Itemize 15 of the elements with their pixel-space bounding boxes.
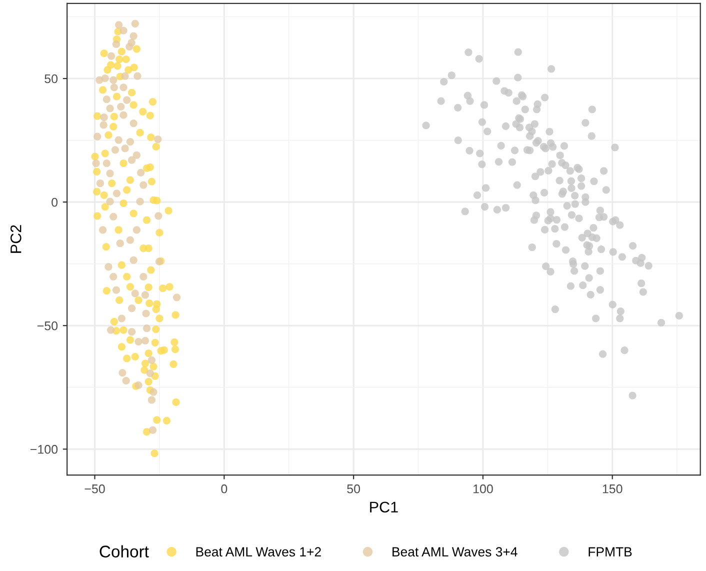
legend-label: FPMTB: [588, 547, 632, 556]
legend-label: Beat AML Waves 3+4: [392, 547, 518, 557]
x-axis-title: PC1: [370, 502, 398, 513]
legend-label: Beat AML Waves 1+2: [196, 547, 321, 557]
x-tick-label: 50: [347, 484, 360, 494]
x-tick-label: −50: [84, 484, 105, 494]
x-tick-label: 150: [602, 484, 622, 494]
y-tick-label: −100: [30, 444, 58, 454]
y-tick-label: 0: [52, 198, 58, 207]
x-tick-label: 100: [473, 484, 493, 494]
y-tick-label: 50: [44, 74, 58, 84]
y-axis-title: PC2: [10, 225, 22, 253]
y-tick-label: −50: [37, 321, 58, 330]
x-tick-label: 0: [221, 484, 228, 494]
legend-title: Cohort: [100, 545, 149, 558]
